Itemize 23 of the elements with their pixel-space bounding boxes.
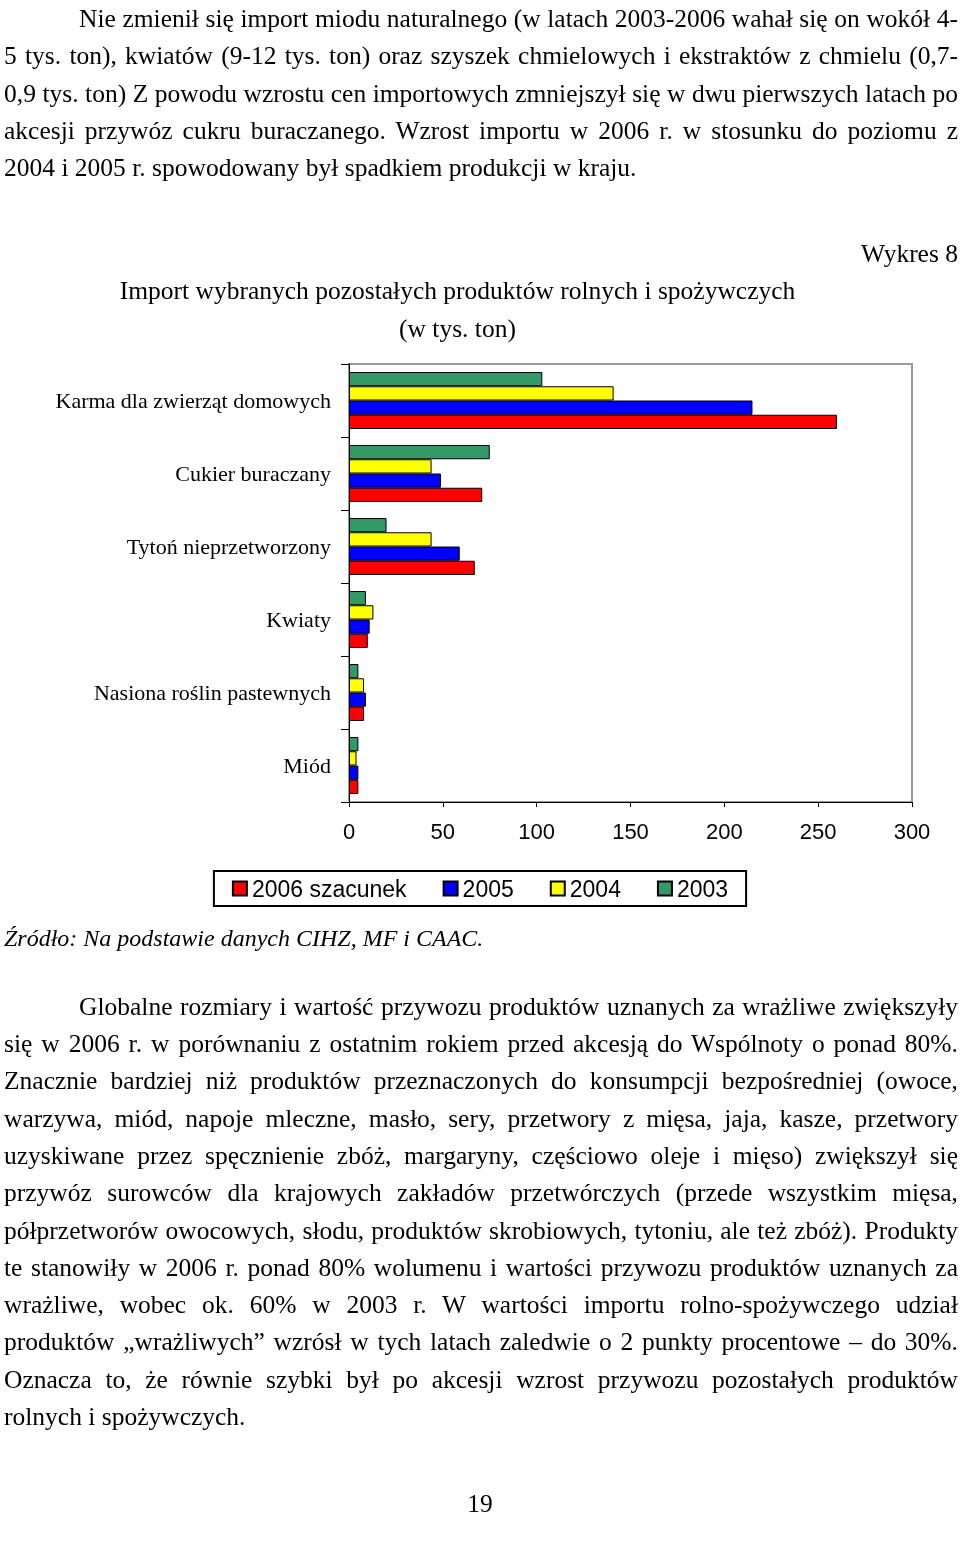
legend-label: 2003 <box>676 875 729 902</box>
x-tick-label: 250 <box>799 818 837 844</box>
chart-subtitle: Wykres 8 <box>860 238 958 271</box>
x-tick-label: 200 <box>705 818 743 844</box>
x-tick-label: 100 <box>518 818 556 844</box>
text: 19 <box>466 1488 494 1521</box>
x-tick-label: 50 <box>430 818 456 844</box>
text: Źródło: Na podstawie danych CIHZ, MF i CAAC. <box>4 924 485 954</box>
y-tick-label: Cukier buraczany <box>175 461 331 487</box>
text: Globalne rozmiary i wartość przywozu produktów uznanych za wrażliwe zwiększyły się w 2006 r. w porównaniu z ostatnim rokiem przed akcesją do Wspólnoty o ponad 80%. Znacznie bardziej niż produktów przeznaczonych do konsumpcji bezpośredniej (owoce, warzywa, miód, napoje mleczne, masło, sery, przetwory z mięsa, jaja, kasze, przetwory uzyskiwane przez spęcznienie zbóż, margaryny, częściowo oleje i mięso) zwiększył się przywóz surowców dla krajowych zakładów przetwórczych (przede wszystkim mięsa, półprzetworów owocowych, słodu, produktów skrobiowych, tytoniu, ale też zbóż). Produkty te stanowiły w 2006 r. ponad 80% wolumenu i wartości przywozu produktów uznanych za wrażliwe, wobec ok. 60% w 2003 r. W wartości importu rolno-spożywczego udział produktów „wrażliwych” wzrósł w tych latach zaledwie o 2 punkty procentowe – do 30%. Oznacza to, że równie szybki był po akcesji wzrost przywozu pozostałych produktów rolnych i spożywczych. <box>4 991 958 1432</box>
legend-label: 2006 szacunek <box>251 875 408 902</box>
y-tick-label: Nasiona roślin pastewnych <box>93 680 331 706</box>
y-tick-label: Tytoń nieprzetworzony <box>126 534 331 560</box>
x-tick-label: 0 <box>342 818 356 844</box>
x-tick-label: 300 <box>893 818 931 844</box>
legend-label: 2005 <box>462 875 514 902</box>
y-tick-label: Kwiaty <box>266 607 331 633</box>
chart-title: Import wybranych pozostałych produktów rolnych i spożywczych (w tys. ton) <box>118 275 797 346</box>
y-tick-label: Karma dla zwierząt domowych <box>55 388 331 414</box>
y-tick-label: Miód <box>283 753 331 779</box>
text: Nie zmienił się import miodu naturalnego (w latach 2003-2006 wahał się on wokół 4-5 tys. ton), kwiatów (9-12 tys. ton) oraz szyszek chmielowych i ekstraktów z chmielu (0,7-0,9 tys. ton) Z powodu wzrostu cen importowych zmniejszył się w dwu pierwszych latach po akcesji przywóz cukru buraczanego. Wzrost importu w 2006 r. w stosunku do poziomu z 2004 i 2005 r. spowodowany był spadkiem produkcji w kraju. <box>4 3 958 185</box>
x-tick-label: 150 <box>612 818 649 844</box>
legend-label: 2004 <box>569 875 622 902</box>
